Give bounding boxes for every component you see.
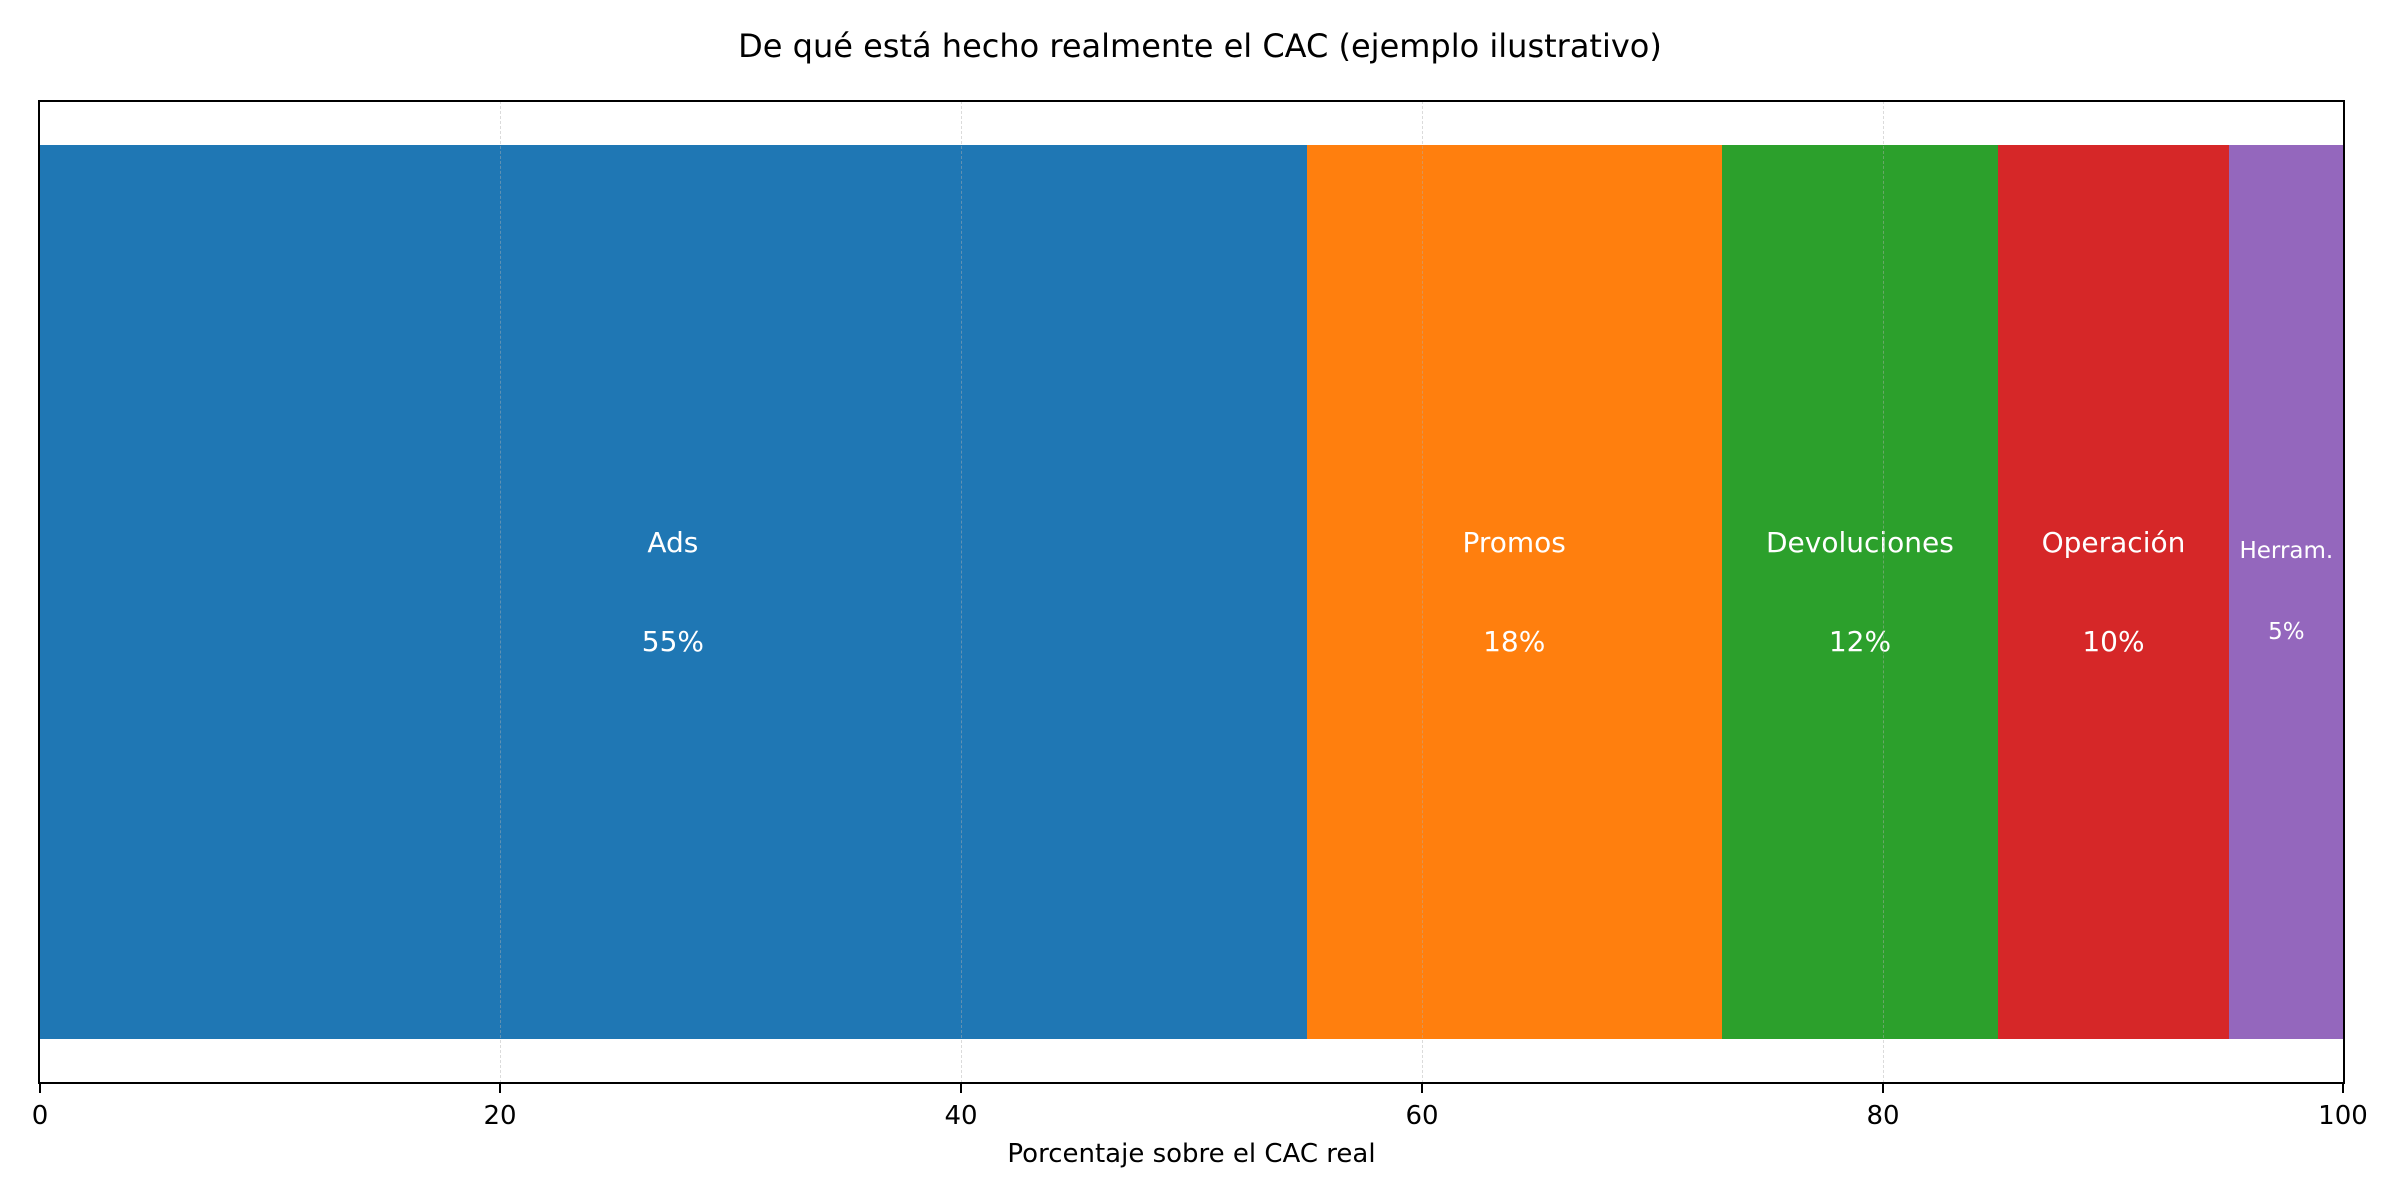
- x-tick-label: 60: [1405, 1101, 1439, 1131]
- x-tick-label: 20: [483, 1101, 517, 1131]
- segment-label: Ads 55%: [637, 460, 708, 724]
- x-tick: [39, 1083, 41, 1093]
- segment-name: Operación: [2041, 526, 2186, 559]
- segment-herramientas: Herram. 5%: [2228, 145, 2344, 1039]
- segment-percent: 12%: [1828, 625, 1892, 658]
- segment-operacion: Operación 10%: [1998, 145, 2229, 1039]
- x-tick: [1882, 1083, 1884, 1093]
- segment-name: Devoluciones: [1765, 526, 1954, 559]
- x-tick: [960, 1083, 962, 1093]
- gridline-20: [500, 101, 501, 1083]
- segment-percent: 10%: [2082, 625, 2145, 658]
- gridline-80: [1883, 101, 1884, 1083]
- segment-percent: 55%: [641, 625, 704, 658]
- gridline-60: [1422, 101, 1423, 1083]
- x-tick-label: 40: [944, 1101, 978, 1131]
- stacked-bar: Ads 55% Promos 18% Devoluciones 12% Oper…: [39, 145, 2344, 1039]
- segment-name: Promos: [1462, 526, 1566, 559]
- gridline-40: [961, 101, 962, 1083]
- segment-percent: 5%: [2268, 619, 2305, 645]
- segment-percent: 18%: [1483, 625, 1546, 658]
- x-tick: [2342, 1083, 2344, 1093]
- x-tick: [1421, 1083, 1423, 1093]
- segment-label: Devoluciones 12%: [1766, 460, 1954, 724]
- segment-name: Herram.: [2239, 538, 2334, 564]
- segment-name: Ads: [647, 526, 699, 559]
- segment-label: Promos 18%: [1462, 460, 1565, 724]
- segment-promos: Promos 18%: [1306, 145, 1722, 1039]
- x-tick: [499, 1083, 501, 1093]
- segment-ads: Ads 55%: [39, 145, 1307, 1039]
- plot-area: Ads 55% Promos 18% Devoluciones 12% Oper…: [39, 101, 2344, 1083]
- segment-devoluciones: Devoluciones 12%: [1721, 145, 1999, 1039]
- x-tick-label: 0: [31, 1101, 49, 1131]
- segment-label: Herram. 5%: [2239, 484, 2333, 700]
- x-tick-label: 100: [2318, 1101, 2368, 1131]
- x-tick-label: 80: [1866, 1101, 1900, 1131]
- x-axis-label: Porcentaje sobre el CAC real: [1007, 1139, 1376, 1169]
- segment-label: Operación 10%: [2042, 460, 2186, 724]
- chart-title: De qué está hecho realmente el CAC (ejem…: [738, 27, 1662, 65]
